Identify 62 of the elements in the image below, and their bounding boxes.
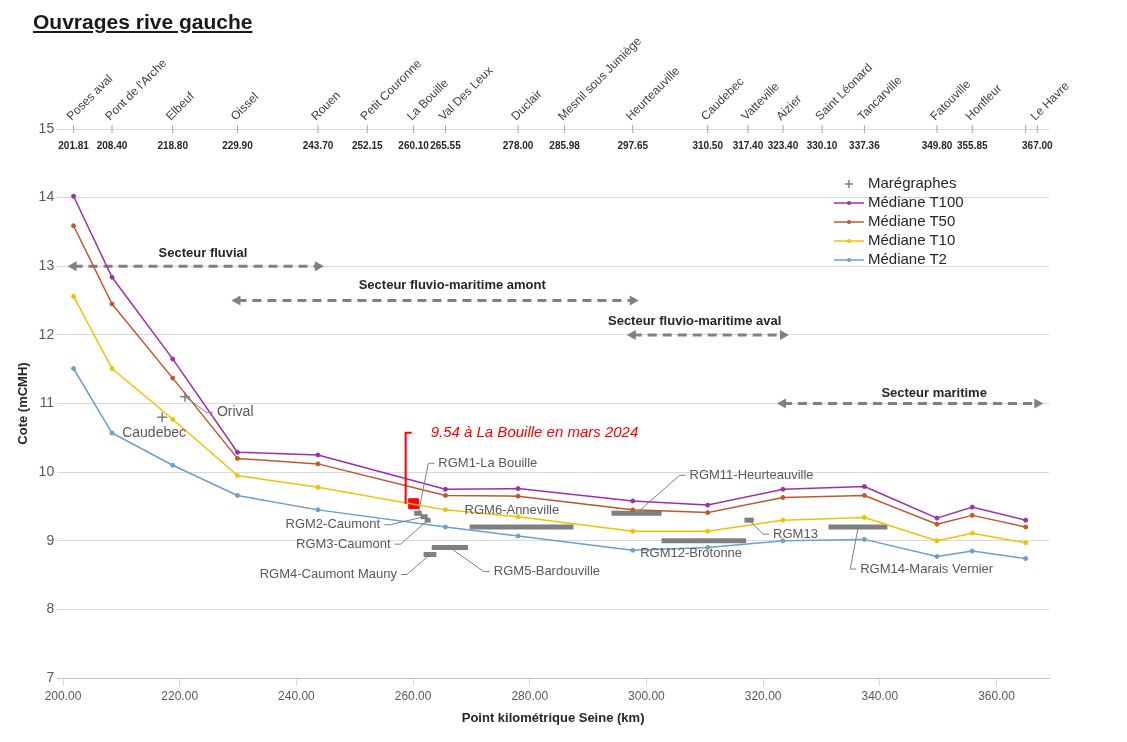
x2-tick-label: 260.10	[398, 139, 430, 151]
x2-tick-label: 229.90	[222, 139, 254, 151]
x-tick-label: 200.00	[44, 688, 82, 703]
annotation: Secteur fluvio-maritime aval	[607, 313, 782, 329]
annotation: RGM11-Heurteauville	[689, 466, 814, 482]
legend-label: Médiane T2	[868, 250, 947, 268]
annotation: Secteur fluvio-maritime amont	[358, 277, 547, 293]
legend-label: Marégraphes	[868, 174, 957, 192]
y-tick-label: 12	[38, 325, 55, 342]
x-tick-label: 360.00	[978, 688, 1016, 703]
legend-label: Médiane T100	[868, 193, 964, 211]
x2-tick-label: 323.40	[767, 139, 799, 151]
x2-tick-label: 337.36	[849, 139, 881, 151]
legend-label: Médiane T50	[868, 212, 956, 230]
y-tick-label: 14	[38, 188, 55, 205]
legend-label: Médiane T10	[868, 231, 956, 249]
x2-tick-label: 285.98	[549, 139, 581, 151]
y-tick-label: 9	[46, 531, 55, 548]
chart-title: Ouvrages rive gauche	[33, 10, 253, 34]
x2-tick-label: 330.10	[806, 139, 838, 151]
annotation: Caudebec	[122, 424, 187, 441]
x2-tick-label: 208.40	[96, 139, 128, 151]
annotation: RGM13	[773, 525, 818, 541]
y-axis-title: Cote (mCMH)	[15, 362, 31, 445]
annotation: RGM3-Caumont	[296, 535, 392, 551]
annotation: Orival	[216, 403, 254, 420]
x2-tick-label: 367.00	[1022, 139, 1054, 151]
x-tick-label: 240.00	[278, 688, 316, 703]
x2-tick-label: 218.80	[157, 139, 189, 151]
x-tick-label: 300.00	[628, 688, 666, 703]
annotation: RGM4-Caumont Mauny	[259, 566, 398, 582]
annotation: RGM2-Caumont	[285, 516, 381, 532]
x2-tick-label: 252.15	[351, 139, 383, 151]
x2-tick-label: 297.65	[617, 139, 649, 151]
x-axis-title: Point kilométrique Seine (km)	[461, 709, 645, 725]
x2-tick-label: 278.00	[502, 139, 534, 151]
x-tick-label: 320.00	[744, 688, 782, 703]
x2-tick-label: 355.85	[956, 139, 989, 151]
y-tick-label: 13	[38, 257, 55, 274]
annotation: RGM12-Brotonne	[640, 545, 743, 561]
x-tick-label: 260.00	[394, 688, 432, 703]
x2-tick-label: 243.70	[302, 139, 334, 151]
x2-tick-label: 310.50	[692, 139, 724, 151]
y-tick-label: 8	[46, 600, 55, 617]
x2-tick-label: 317.40	[732, 139, 764, 151]
x2-tick-label: 349.80	[921, 139, 953, 151]
y-tick-label: 11	[39, 394, 55, 411]
annotation: RGM14-Marais Vernier	[860, 560, 994, 576]
annotation: RGM1-La Bouille	[438, 454, 538, 470]
annotation: RGM5-Bardouville	[493, 563, 601, 579]
x-tick-label: 340.00	[861, 688, 899, 703]
x2-tick-label: 201.81	[58, 139, 90, 151]
annotation: Secteur fluvial	[158, 244, 248, 260]
x-tick-label: 220.00	[161, 688, 199, 703]
y-tick-label: 15	[38, 119, 55, 136]
y-tick-label: 10	[38, 462, 55, 479]
annotation: 9.54 à La Bouille en mars 2024	[430, 422, 639, 440]
annotation: RGM6-Anneville	[464, 501, 560, 517]
x-tick-label: 280.00	[511, 688, 549, 703]
y-tick-label: 7	[46, 668, 55, 685]
annotation: Secteur maritime	[881, 385, 987, 401]
x2-tick-label: 265.55	[430, 139, 462, 151]
